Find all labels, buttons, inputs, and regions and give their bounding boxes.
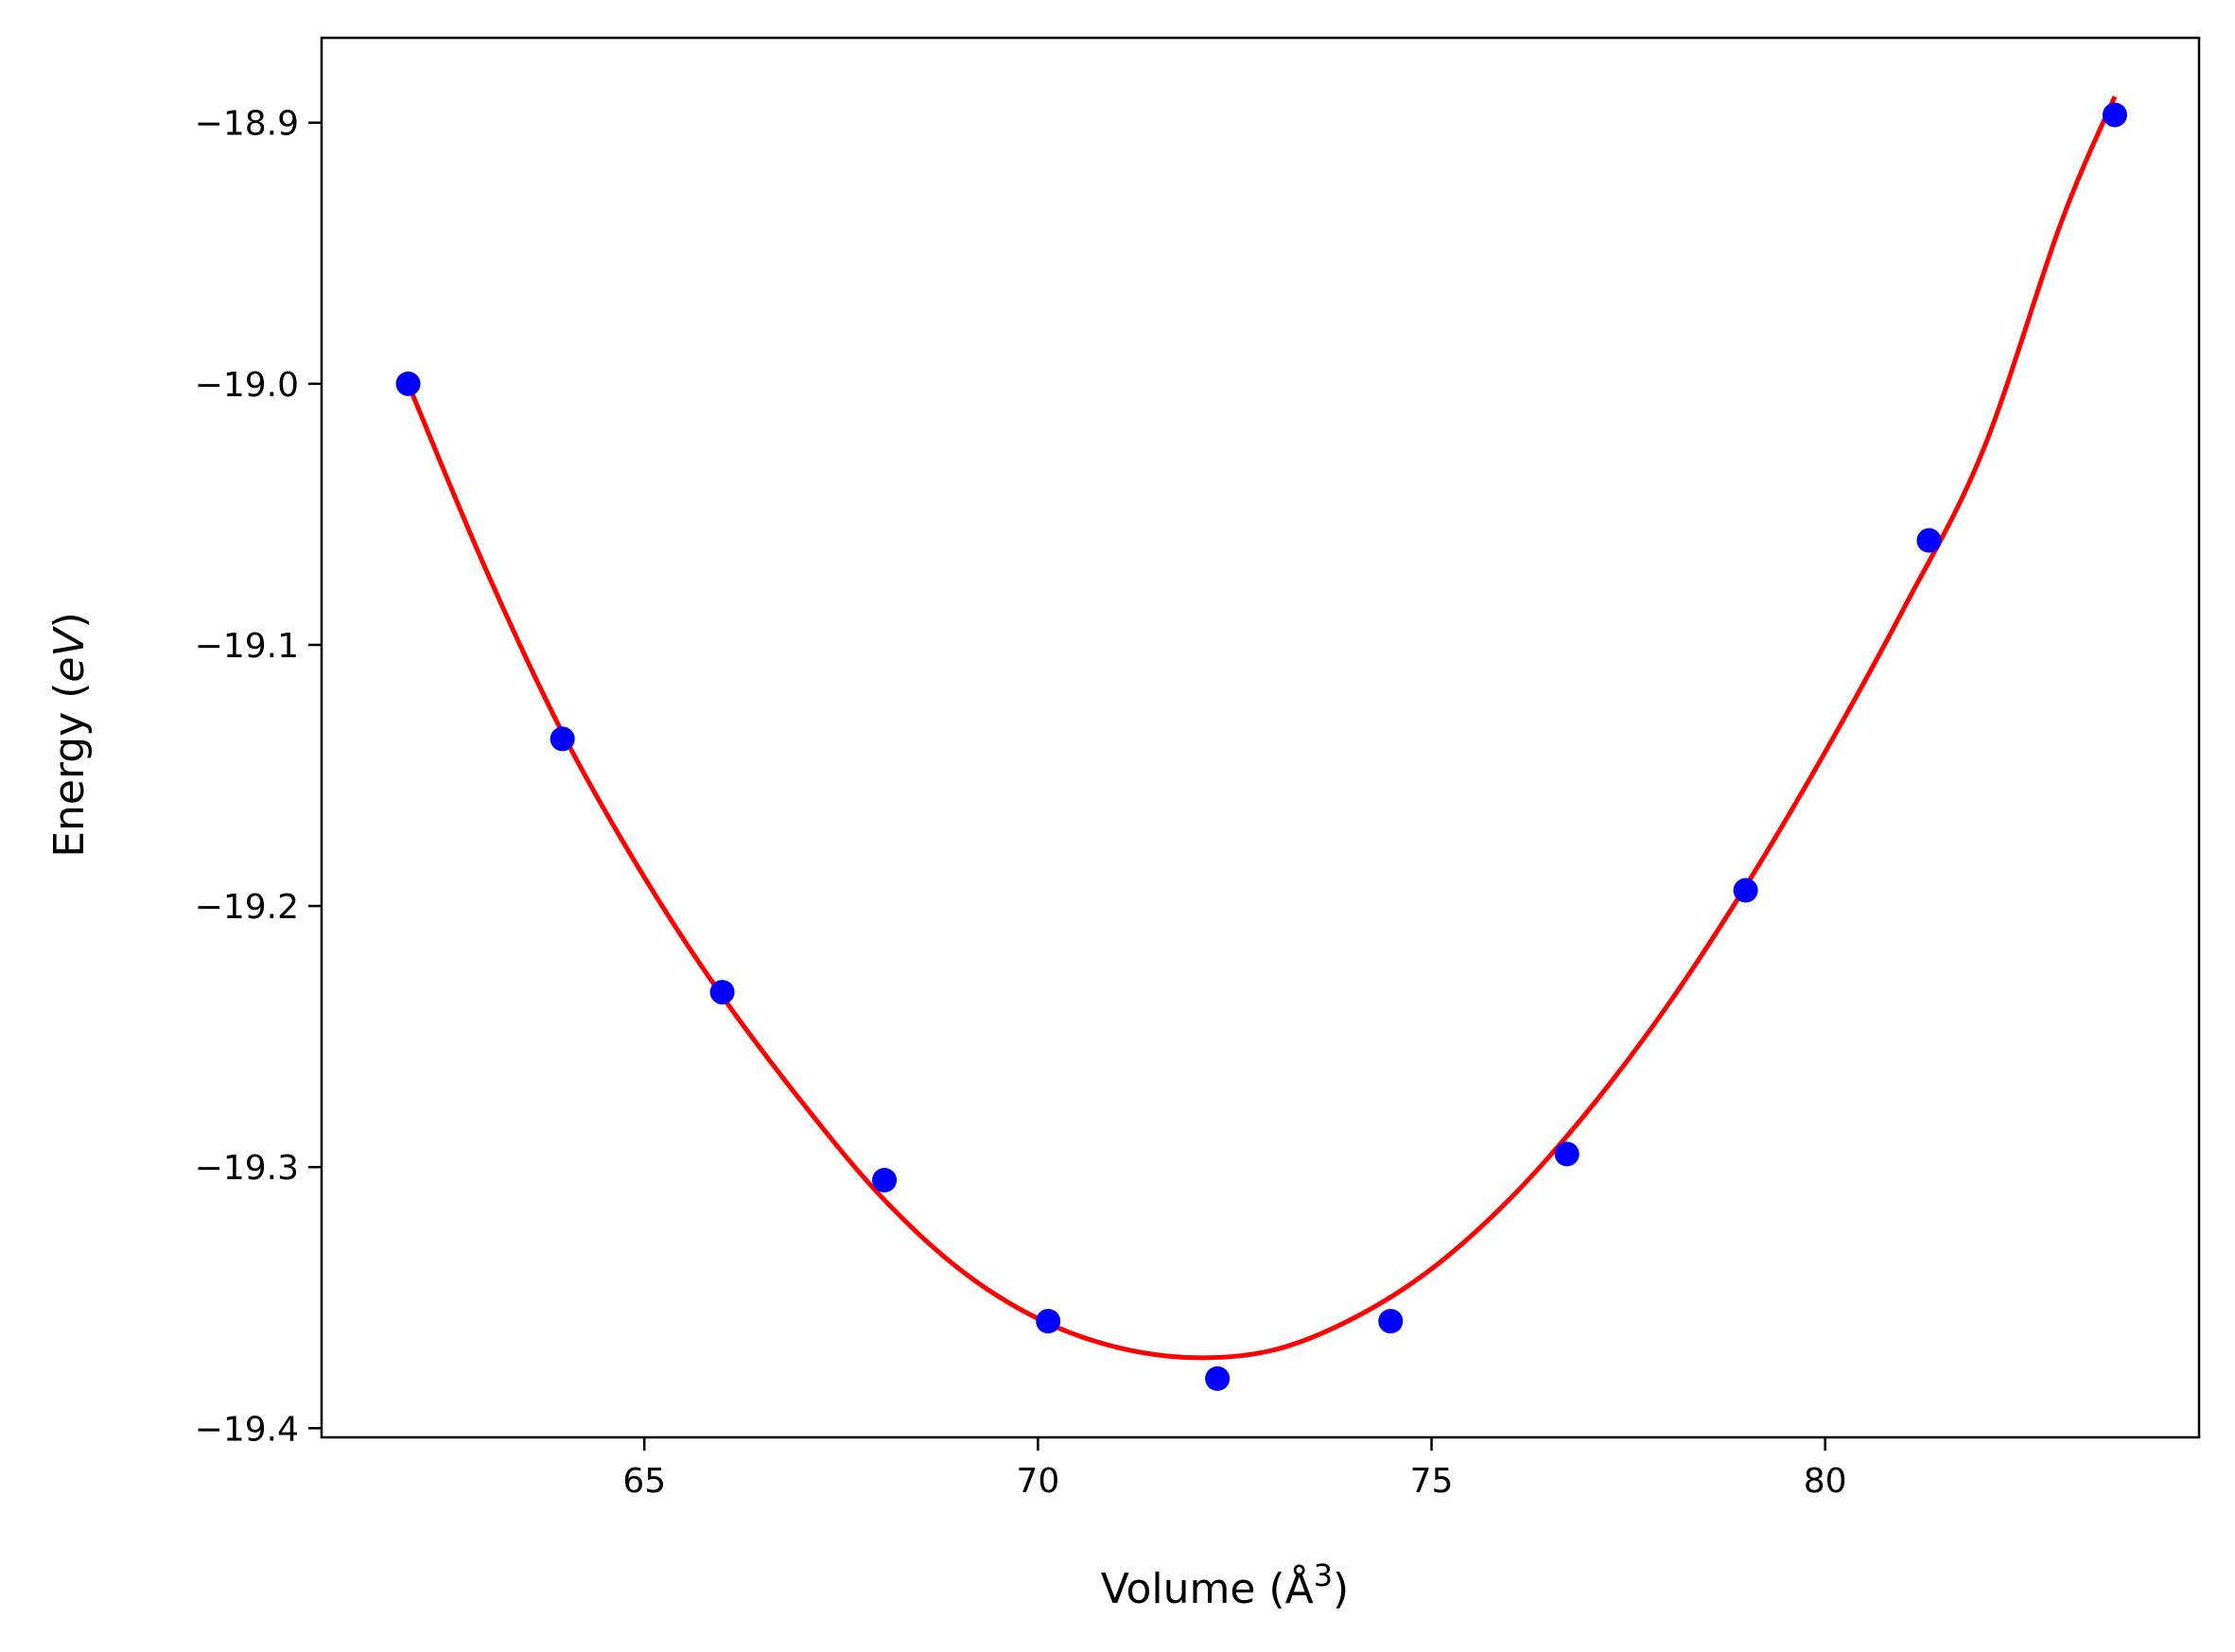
y-tick-label: −19.1 bbox=[195, 627, 299, 666]
plot-frame bbox=[320, 36, 2201, 1439]
plot-area bbox=[395, 96, 2127, 1391]
data-point bbox=[2102, 102, 2127, 128]
data-point bbox=[550, 726, 575, 752]
x-tick-label: 75 bbox=[1410, 1462, 1454, 1501]
data-point bbox=[872, 1168, 898, 1193]
data-point bbox=[709, 980, 735, 1005]
data-point bbox=[395, 371, 421, 396]
y-axis-ticks: −18.9 −19.0 −19.1 −19.2 −19.3 −19.4 bbox=[195, 105, 322, 1449]
x-axis-ticks: 65 70 75 80 bbox=[622, 1437, 1847, 1501]
x-tick-label: 80 bbox=[1804, 1462, 1847, 1501]
x-axis-label: Volume (Å3) bbox=[1101, 1557, 1349, 1613]
data-point bbox=[1554, 1141, 1580, 1167]
data-point bbox=[1733, 878, 1758, 903]
y-axis-label: Energy (eV) bbox=[45, 612, 94, 858]
x-tick-label: 70 bbox=[1016, 1462, 1059, 1501]
y-tick-label: −18.9 bbox=[195, 105, 299, 144]
data-point bbox=[1378, 1309, 1404, 1334]
data-point bbox=[1205, 1365, 1231, 1391]
y-tick-label: −19.4 bbox=[195, 1410, 299, 1449]
fit-curve-line bbox=[406, 96, 2118, 1361]
data-point bbox=[1036, 1309, 1061, 1334]
y-tick-label: −19.2 bbox=[195, 888, 299, 927]
y-tick-label: −19.3 bbox=[195, 1149, 299, 1188]
data-point bbox=[1916, 528, 1942, 553]
y-tick-label: −19.0 bbox=[195, 366, 299, 405]
x-tick-label: 65 bbox=[622, 1462, 666, 1501]
